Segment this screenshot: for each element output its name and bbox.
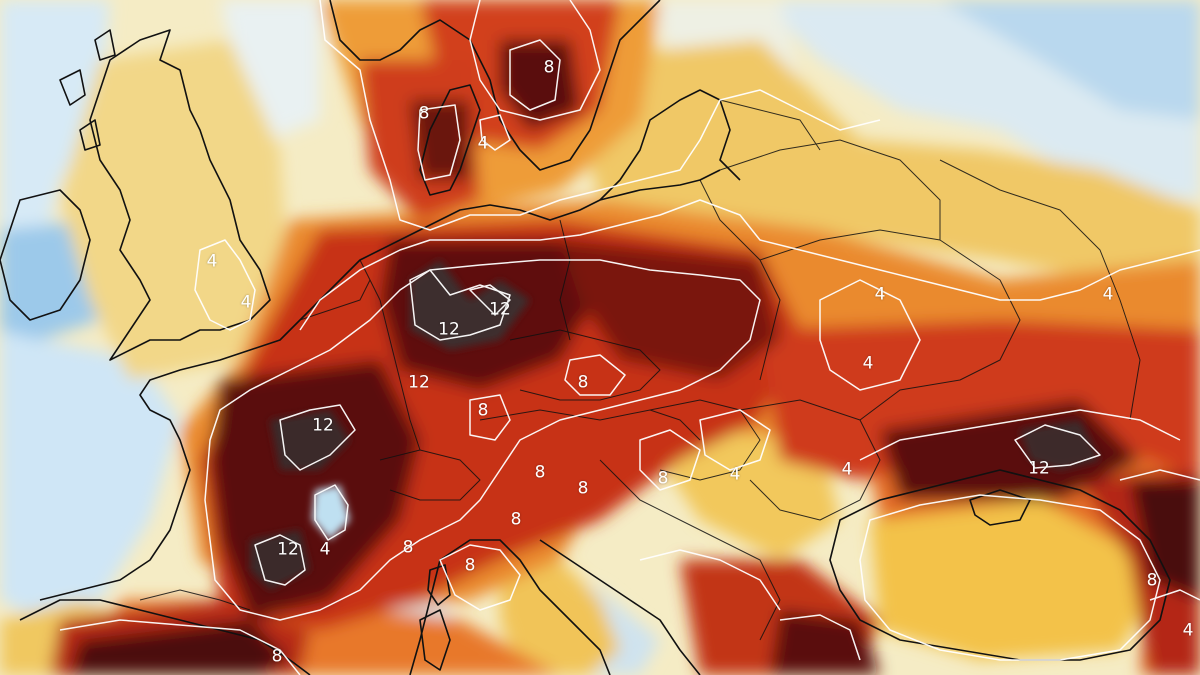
isoline-8-sweden [509,39,561,111]
black-sea-yellow-area [870,490,1160,660]
france-south-core [250,530,310,590]
isoline-4-black-sea [859,494,1161,661]
biscay-cold-area [0,330,180,620]
isoline-4-ukraine [819,279,921,391]
isoline-4-continent [299,199,1200,331]
border-poland-east [699,179,781,381]
isoline-4-north [319,0,881,231]
isoline-4-balkans [639,549,781,611]
russia-core [1020,420,1100,470]
isoline-4-rhone [314,484,349,541]
caucasus-maroon-area [1130,480,1200,600]
rhone-cold-spot [312,485,350,540]
border-austria [479,409,701,441]
balkans-coastline [539,539,701,675]
crimea-coastline [969,489,1031,526]
isoline-8-iberia [59,619,301,675]
north-sea-cold-area [220,0,320,140]
isoline-4-denmark [479,114,511,151]
isoline-8-italy [439,544,521,611]
continent-coastline [39,169,721,601]
isoline-4-hungary [699,409,771,471]
coastlines [0,0,1171,675]
isoline-4-england [194,239,256,331]
scotland-islands-coastline [59,29,116,151]
border-benelux [299,279,371,321]
britain-coastline [89,29,271,361]
black-sea-coastline [829,469,1171,661]
isoline-8-denmark [417,104,461,181]
denmark-coastline [419,84,481,196]
iberia-coastline [19,599,311,675]
isolines [59,0,1200,675]
temperature-cores [250,260,1100,590]
isoline-12-france-south [254,534,306,586]
central-north-yellow-area [560,40,1200,300]
isoline-4-caucasus [1149,589,1200,601]
poland-dark-area [560,240,780,380]
border-baltic-states [719,99,821,151]
isoline-12-germany-east [469,284,511,316]
britain-yellow-area [60,40,290,380]
isoline-8-austria [469,394,511,441]
scandinavia-coastline [329,0,661,171]
border-czechia [509,329,661,401]
country-borders [139,99,1141,641]
ireland-coastline [0,189,91,321]
isoline-8-hungary [639,429,701,491]
isoline-8-czechia [564,354,626,396]
isoline-8-continent [204,259,761,621]
isoline-12-france [279,404,356,471]
isoline-12-russia [1014,424,1101,469]
border-switzerland [379,449,481,501]
italy-coastline [409,539,611,675]
isoline-12-germany [409,269,511,341]
north-east-blue-area [940,0,1200,120]
border-romania [739,399,881,521]
border-germany-poland [559,219,571,341]
border-russia [939,159,1141,421]
greece-maroon-area [770,610,880,675]
border-belarus [719,139,941,240]
border-balkans [599,459,781,641]
isoline-4-sweden [469,0,601,121]
baltic-coastline [599,89,741,201]
isoline-4-east [859,409,1181,461]
isoline-8-balkans [779,614,861,661]
border-hungary [649,399,761,481]
isoline-8-caucasus [1119,469,1200,481]
border-france-germany [359,259,421,451]
sardinia-coastline [419,609,451,671]
